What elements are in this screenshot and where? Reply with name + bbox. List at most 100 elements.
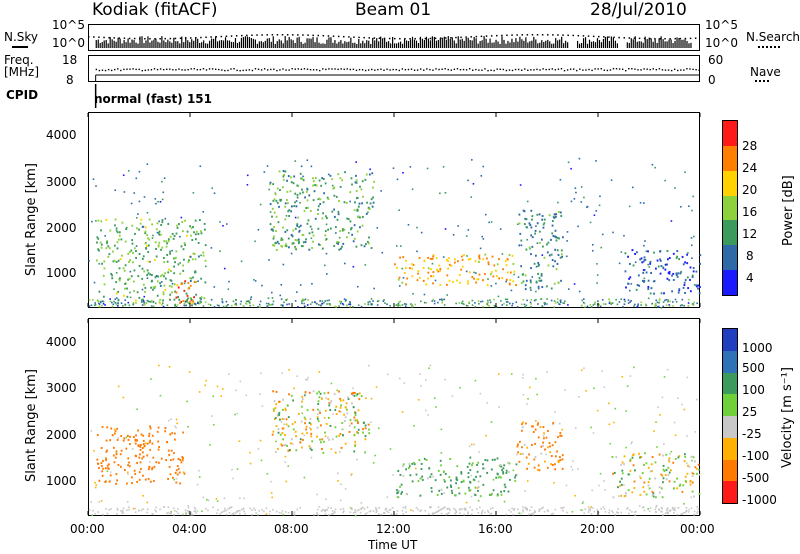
- velocity-cell: [105, 450, 108, 453]
- power-cell: [437, 270, 440, 273]
- power-cell: [325, 215, 327, 218]
- velocity-cell: [149, 448, 152, 451]
- freq-dot: [557, 68, 560, 70]
- power-cell: [346, 217, 349, 220]
- velocity-ground: [354, 511, 357, 514]
- velocity-ground: [668, 510, 671, 512]
- power-speckle: [591, 244, 594, 246]
- power-ground: [622, 306, 624, 308]
- power-cell: [404, 267, 407, 270]
- noise-search-dot: [281, 34, 284, 36]
- noise-bar: [461, 38, 463, 48]
- velocity-cell: [638, 452, 640, 455]
- power-speckle: [296, 291, 298, 293]
- velocity-cell: [458, 492, 461, 495]
- power-cell: [317, 208, 319, 211]
- power-cell: [180, 245, 183, 248]
- power-cell: [284, 170, 287, 173]
- power-cell: [395, 266, 398, 269]
- power-cell: [659, 259, 662, 262]
- freq-dot: [156, 68, 159, 71]
- power-cell: [181, 282, 184, 285]
- velocity-speckle: [176, 422, 178, 425]
- velocity-speckle: [173, 513, 175, 516]
- freq-dot: [591, 69, 593, 72]
- noise-search-dot: [144, 37, 146, 40]
- velocity-cell: [456, 478, 459, 481]
- power-cell: [195, 280, 197, 283]
- power-cell: [555, 213, 558, 216]
- velocity-ground: [688, 508, 690, 511]
- power-cell: [281, 238, 284, 241]
- velocity-ground: [486, 509, 489, 512]
- velocity-cell: [149, 439, 152, 442]
- power-cell: [133, 269, 136, 272]
- power-cell: [273, 211, 276, 214]
- power-cell: [361, 224, 364, 227]
- power-cell: [548, 254, 551, 257]
- power-cell: [486, 284, 489, 287]
- power-cell: [128, 251, 131, 254]
- power-cell: [102, 295, 105, 298]
- velocity-cell: [272, 408, 275, 411]
- noise-bar: [167, 39, 169, 48]
- nsky-label: N.Sky: [4, 30, 39, 44]
- freq-dot: [153, 68, 156, 70]
- noise-bar: [314, 42, 316, 48]
- power-cell: [492, 275, 495, 278]
- velocity-cell: [690, 455, 693, 458]
- velocity-cell: [676, 477, 679, 480]
- power-cell: [482, 258, 485, 261]
- power-cell: [276, 240, 279, 243]
- power-cell: [454, 258, 456, 261]
- velocity-speckle: [157, 364, 160, 367]
- velocity-cell: [537, 464, 540, 467]
- vel-cbar-minus500: -500: [742, 471, 770, 485]
- power-speckle: [501, 253, 504, 255]
- power-cell: [139, 222, 142, 225]
- velocity-cell: [354, 419, 357, 422]
- velocity-cell: [639, 493, 642, 496]
- power-cell: [298, 230, 301, 233]
- freq-dot: [514, 68, 517, 71]
- velocity-cell: [292, 428, 295, 431]
- power-cell: [362, 195, 364, 198]
- velocity-cell: [105, 480, 107, 483]
- power-cell: [695, 270, 698, 273]
- power-cell: [162, 291, 165, 294]
- noise-search-dot: [205, 36, 207, 39]
- velocity-cell: [629, 458, 632, 461]
- noise-bar: [606, 36, 609, 48]
- noise-search-dot: [679, 37, 682, 40]
- power-cell: [301, 233, 304, 236]
- noise-bar: [551, 43, 553, 48]
- velocity-ground: [187, 507, 190, 509]
- velocity-cell: [654, 461, 657, 464]
- nsearch-label: N.Search: [746, 30, 800, 44]
- velocity-cell: [407, 466, 410, 469]
- noise-bar: [557, 40, 559, 48]
- velocity-cell: [152, 456, 155, 459]
- power-cell: [114, 224, 116, 227]
- velocity-cell: [521, 429, 523, 432]
- velocity-cell: [559, 434, 562, 437]
- velocity-ground: [190, 513, 193, 516]
- velocity-cell: [514, 476, 516, 479]
- power-cell: [314, 217, 317, 220]
- power-cell: [306, 188, 309, 191]
- velocity-cell: [678, 484, 681, 487]
- freq-dot: [404, 68, 407, 71]
- velocity-speckle: [228, 373, 230, 375]
- velocity-cell: [469, 480, 471, 483]
- velocity-speckle: [580, 369, 583, 371]
- freq-dot: [511, 69, 514, 72]
- power-ground: [115, 303, 118, 306]
- power-cell: [628, 277, 631, 280]
- velocity-speckle: [634, 514, 637, 516]
- power-cell: [162, 293, 165, 296]
- power-cell: [191, 302, 193, 305]
- power-speckle: [570, 167, 572, 170]
- power-cell: [156, 222, 159, 225]
- power-speckle: [439, 192, 441, 195]
- power-cell: [177, 263, 180, 266]
